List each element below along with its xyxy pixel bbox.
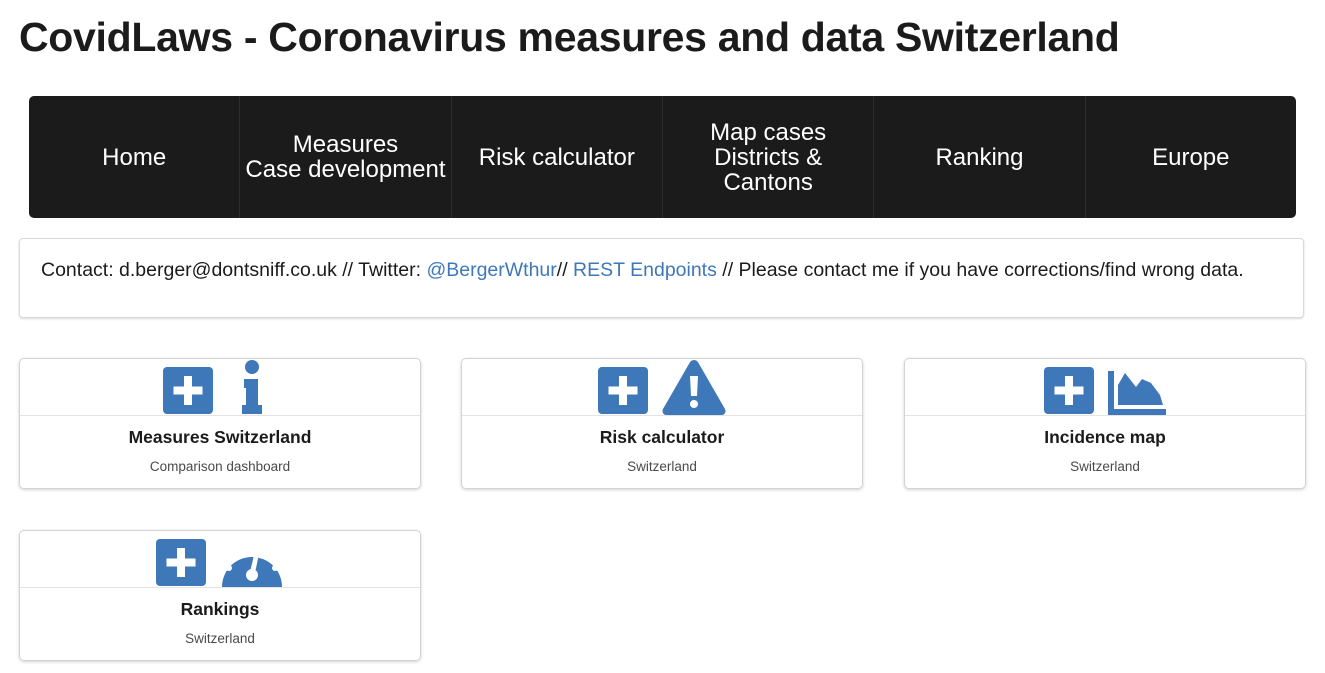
plus-square-icon: [1044, 365, 1094, 415]
card-subtitle: Switzerland: [627, 459, 697, 474]
plus-square-icon: [598, 365, 648, 415]
card-icons: [462, 359, 862, 416]
nav-item-home[interactable]: Home: [29, 96, 241, 218]
nav-item-map-cases[interactable]: Map cases Districts & Cantons: [663, 96, 875, 218]
card-incidence-map[interactable]: Incidence map Switzerland: [904, 358, 1306, 489]
nav-item-ranking[interactable]: Ranking: [874, 96, 1086, 218]
card-subtitle: Switzerland: [1070, 459, 1140, 474]
nav-item-europe[interactable]: Europe: [1152, 143, 1230, 171]
card-subtitle: Switzerland: [185, 631, 255, 646]
nav-item-risk-calculator[interactable]: Risk calculator: [452, 96, 663, 218]
contact-box: Contact: d.berger@dontsniff.co.uk // Twi…: [19, 238, 1304, 318]
card-icons: [905, 359, 1305, 416]
card-title: Measures Switzerland: [128, 427, 312, 447]
card-subtitle: Comparison dashboard: [149, 459, 291, 474]
contact-text: Contact: d.berger@dontsniff.co.uk // Twi…: [41, 259, 427, 281]
card-rankings[interactable]: Rankings Switzerland: [19, 530, 421, 661]
nav-item-measures[interactable]: Measures Case development: [240, 96, 452, 218]
plus-square-icon: [156, 537, 206, 587]
warning-triangle-icon: [662, 359, 726, 415]
card-measures-switzerland[interactable]: Measures Switzerland Comparison dashboar…: [19, 358, 421, 489]
card-title: Incidence map: [1044, 427, 1166, 447]
card-icons: [20, 359, 420, 416]
card-icons: [20, 531, 420, 588]
speedometer-icon: [220, 535, 284, 587]
contact-note: // Please contact me if you have correct…: [716, 259, 1244, 281]
twitter-link[interactable]: @BergerWthur: [426, 259, 557, 281]
card-title: Risk calculator: [599, 427, 725, 447]
main-navbar: Home Measures Case development Risk calc…: [29, 96, 1296, 218]
rest-endpoints-link[interactable]: REST Endpoints: [573, 259, 717, 281]
contact-separator: //: [556, 259, 574, 281]
page-title: CovidLaws - Coronavirus measures and dat…: [19, 14, 1120, 60]
info-icon: [227, 359, 277, 415]
card-risk-calculator[interactable]: Risk calculator Switzerland: [461, 358, 863, 489]
plus-square-icon: [163, 365, 213, 415]
card-title: Rankings: [180, 599, 260, 619]
area-chart-icon: [1108, 365, 1166, 415]
